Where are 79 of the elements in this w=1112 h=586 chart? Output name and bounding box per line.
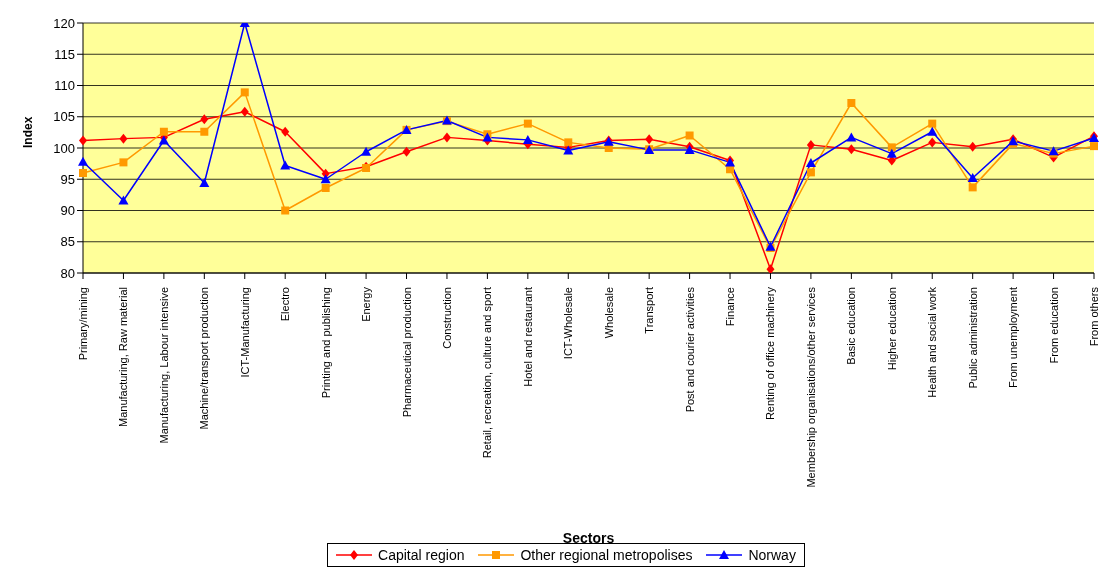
- y-tick-label: 115: [54, 46, 75, 62]
- point: [522, 134, 533, 144]
- point: [240, 88, 249, 97]
- point: [200, 127, 209, 136]
- point: [564, 138, 573, 147]
- legend-label: Norway: [748, 547, 796, 563]
- x-tick-label: From education: [1047, 287, 1060, 364]
- x-tick-label: Manufacturing, Labour intensive: [157, 287, 170, 444]
- x-tick-label: Primary/mining: [77, 287, 89, 361]
- x-tick-label: From unemployment: [1007, 287, 1020, 388]
- point: [766, 264, 775, 273]
- point: [967, 173, 978, 182]
- point: [886, 148, 897, 158]
- y-tick-label: 110: [54, 78, 75, 94]
- x-tick-label: Higher education: [885, 287, 898, 371]
- x-tick-label: Basic education: [845, 287, 858, 365]
- point: [321, 184, 330, 192]
- x-tick-label: Health and social work: [926, 286, 939, 398]
- y-tick-label: 90: [60, 203, 75, 219]
- x-tick-label: Post and courier activities: [683, 286, 696, 413]
- point: [846, 132, 857, 142]
- y-axis-title: Index: [21, 116, 36, 148]
- x-tick-label: Machine/transport production: [198, 287, 211, 430]
- x-tick-label: Construction: [440, 287, 453, 349]
- point: [1090, 142, 1098, 151]
- x-tick-label: Retail, recreation, culture and sport: [481, 287, 494, 459]
- x-tick-label: Energy: [360, 286, 373, 322]
- x-tick-label: Printing and publishing: [319, 287, 332, 399]
- x-tick-label: Pharmaceutical production: [400, 287, 413, 418]
- point: [361, 146, 372, 156]
- point: [928, 119, 937, 128]
- point: [320, 174, 331, 184]
- x-tick-label: Electro: [279, 287, 292, 322]
- point: [118, 195, 129, 205]
- x-tick-label: Membership organisations/other services: [804, 286, 817, 488]
- x-tick-label: Public administration: [966, 287, 979, 389]
- point: [119, 133, 128, 144]
- point: [968, 141, 977, 152]
- x-axis-title: Sectors: [562, 530, 615, 546]
- point: [523, 119, 532, 128]
- point: [119, 158, 128, 167]
- point: [968, 183, 977, 192]
- x-tick-label: Finance: [724, 287, 737, 327]
- point: [645, 134, 654, 145]
- point: [200, 114, 209, 125]
- y-tick-label: 120: [53, 15, 75, 31]
- y-tick-label: 105: [53, 109, 75, 125]
- x-tick-label: Renting of office machinery: [764, 286, 777, 421]
- point: [806, 139, 815, 150]
- y-tick-label: 95: [60, 171, 75, 187]
- point: [847, 99, 856, 107]
- point: [928, 137, 937, 148]
- point: [281, 206, 290, 215]
- x-tick-label: From others: [1088, 286, 1100, 347]
- legend-label: Other regional metropolises: [520, 547, 693, 563]
- point: [847, 144, 856, 155]
- point: [199, 178, 210, 187]
- point: [280, 160, 291, 170]
- y-tick-label: 80: [60, 265, 75, 281]
- point: [78, 156, 88, 166]
- point: [887, 143, 896, 152]
- y-tick-label: 85: [60, 234, 75, 250]
- x-tick-label: Transport: [643, 287, 656, 334]
- point: [805, 158, 816, 167]
- point: [806, 168, 815, 177]
- legend-label: Capital region: [378, 547, 465, 563]
- point: [927, 126, 938, 136]
- point: [281, 126, 290, 137]
- x-tick-label: Manufacturing, Raw material: [117, 287, 130, 428]
- point: [240, 106, 249, 117]
- point: [685, 131, 694, 140]
- y-tick-label: 100: [53, 140, 75, 156]
- point: [159, 127, 168, 136]
- point: [442, 132, 451, 143]
- x-tick-label: ICT-Manufacturing: [238, 287, 251, 378]
- x-tick-label: Wholesale: [602, 287, 615, 339]
- point: [402, 146, 411, 157]
- x-tick-label: ICT-Wholesale: [562, 287, 575, 360]
- x-tick-label: Hotel and restaurant: [521, 287, 534, 387]
